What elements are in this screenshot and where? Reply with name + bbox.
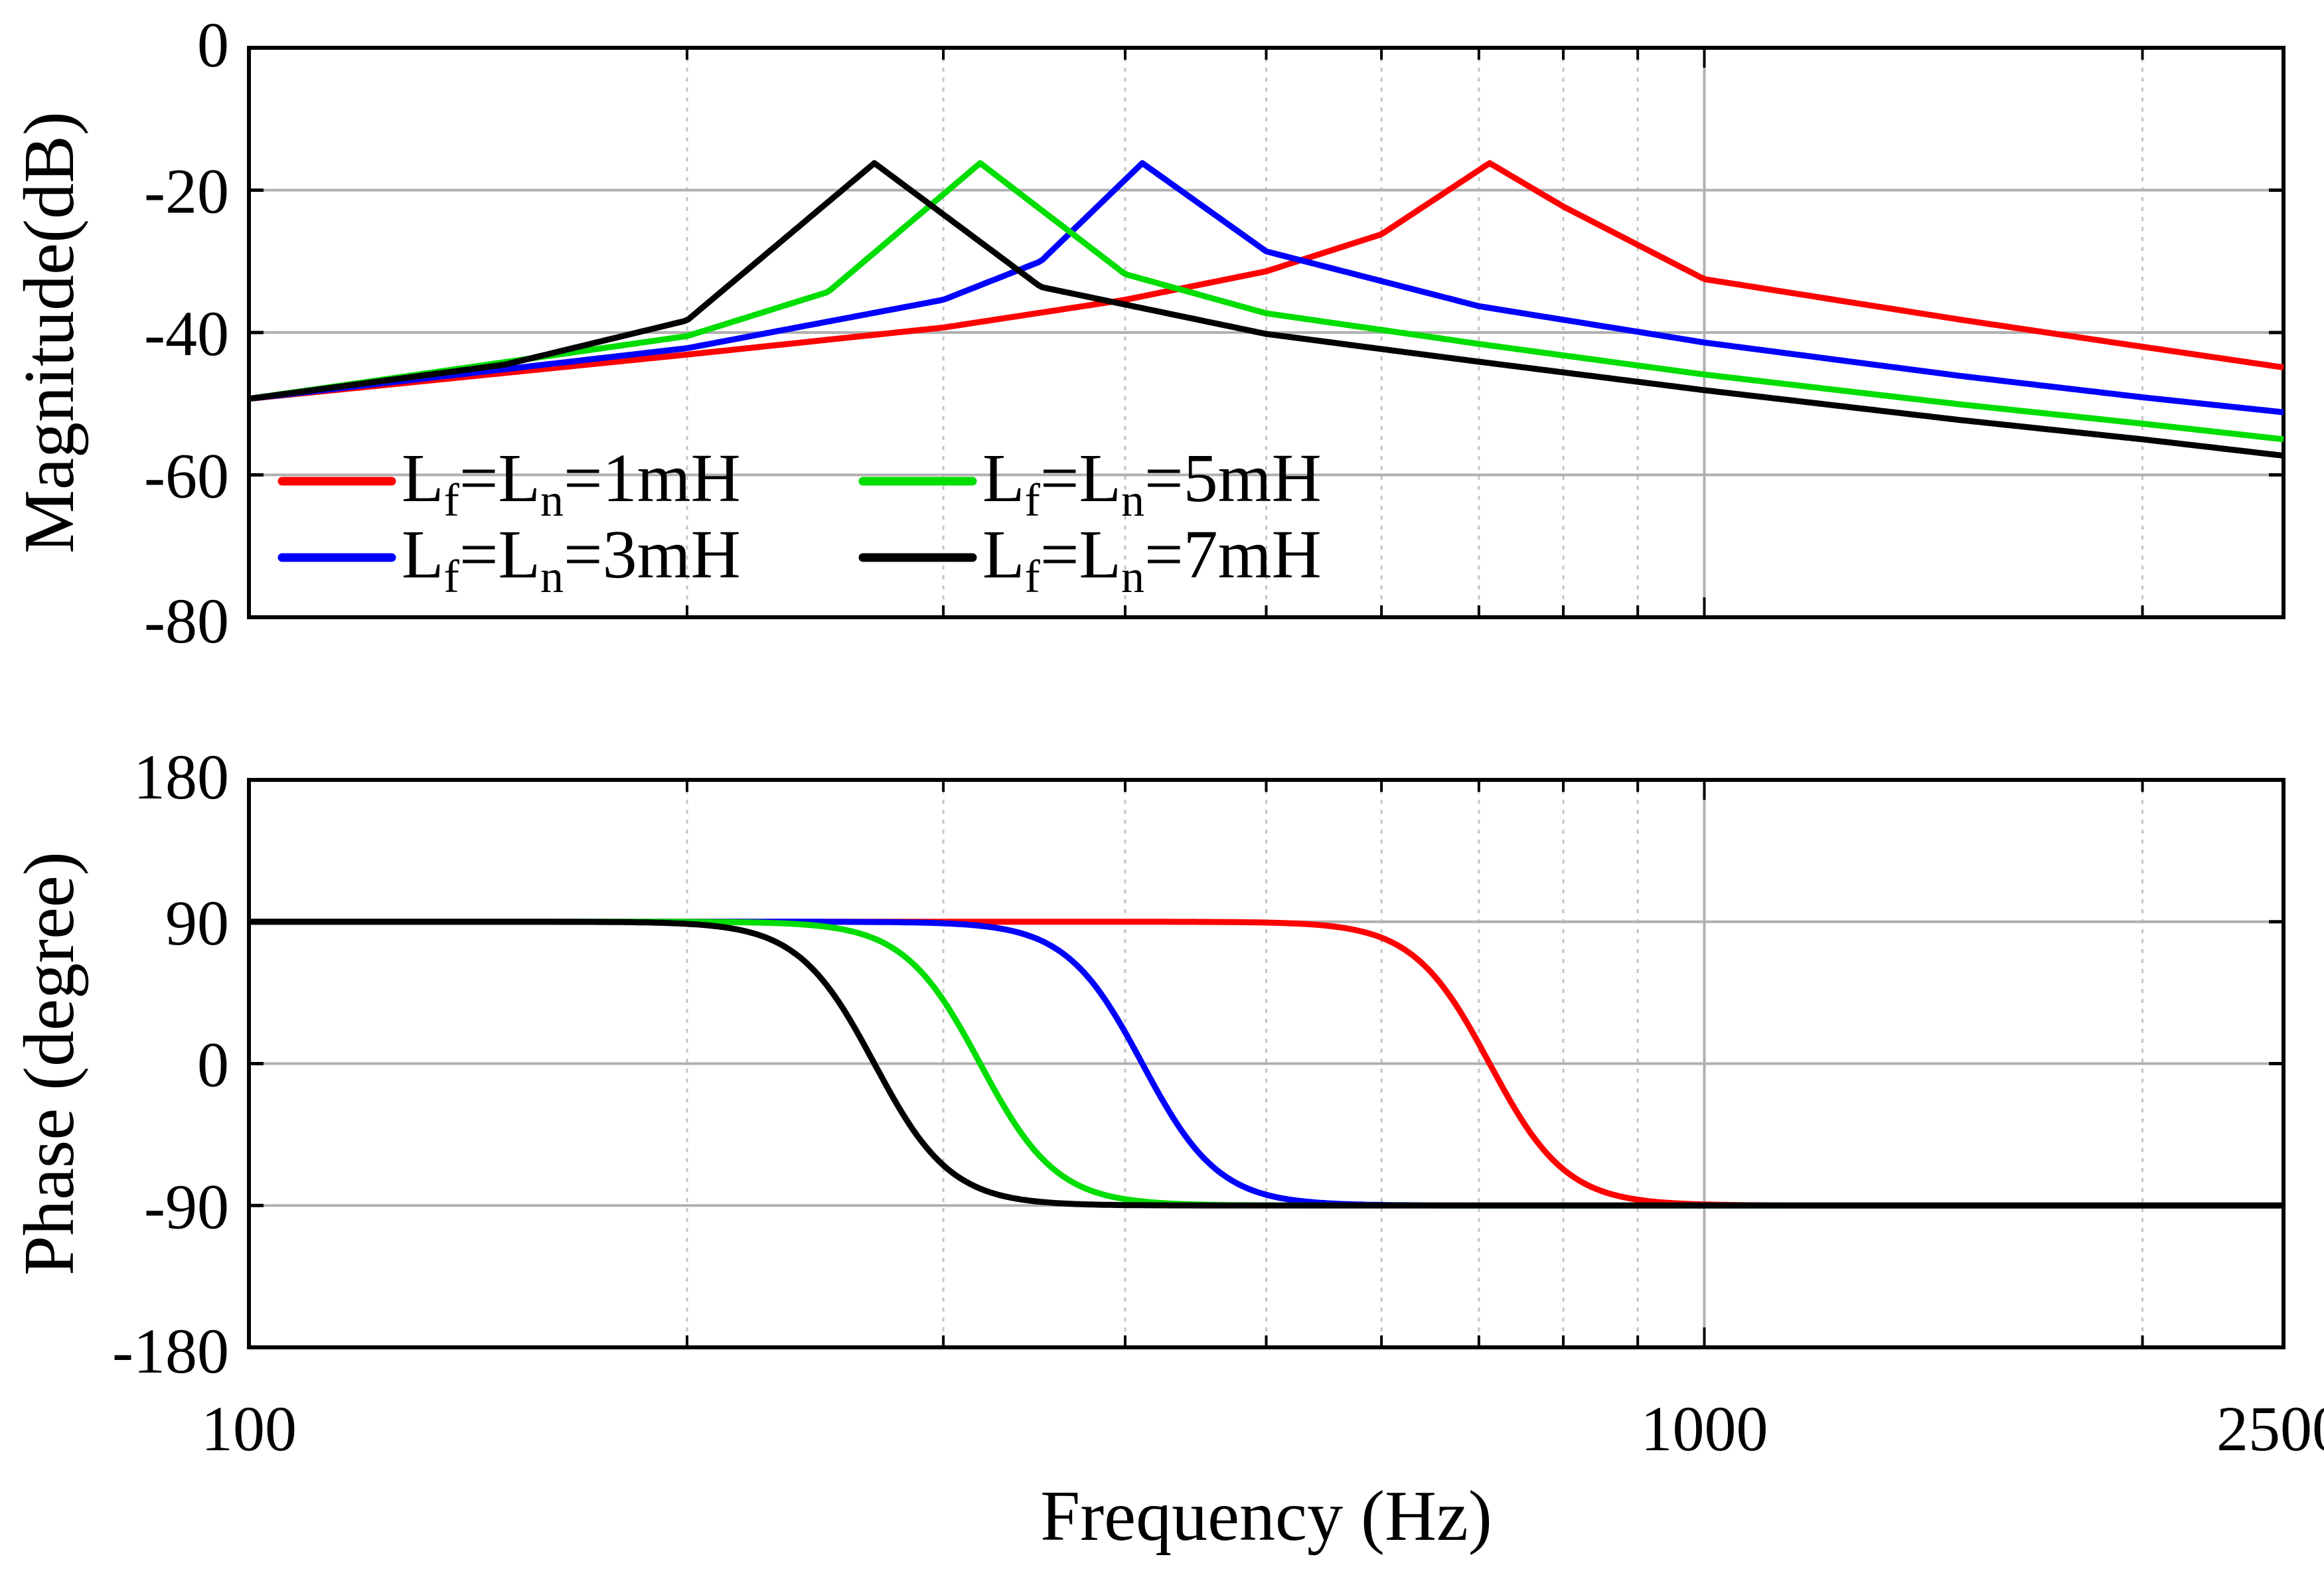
x-tick-label: 1000 xyxy=(1641,1393,1768,1464)
magnitude-y-tick-label: -40 xyxy=(144,298,229,369)
x-axis-title: Frequency (Hz) xyxy=(1040,1477,1492,1556)
magnitude-frame xyxy=(247,46,2285,619)
magnitude-y-axis-title: Magnitude(dB) xyxy=(10,112,89,554)
x-tick-label: 100 xyxy=(201,1393,297,1464)
legend-label: Lf=Ln=7mH xyxy=(982,516,1322,603)
magnitude-series-line xyxy=(248,160,2284,443)
magnitude-series-line xyxy=(248,160,2284,459)
phase-series-line xyxy=(249,919,2284,1209)
phase-frame xyxy=(247,778,2285,1349)
phase-y-tick-label: -180 xyxy=(112,1316,229,1387)
phase-y-tick-label: 180 xyxy=(133,741,229,812)
phase-y-tick-label: 90 xyxy=(165,887,229,958)
magnitude-series-line xyxy=(248,160,2284,415)
phase-y-tick-label: -90 xyxy=(144,1171,229,1242)
legend-label: Lf=Ln=5mH xyxy=(982,440,1322,526)
magnitude-series-line xyxy=(248,160,2284,402)
legend-label: Lf=Ln=3mH xyxy=(402,516,741,603)
magnitude-y-tick-label: -60 xyxy=(144,441,229,512)
magnitude-y-tick-label: 0 xyxy=(197,9,229,80)
magnitude-panel: 0 -20 -40 -60 -80 Magnitude(dB) xyxy=(10,9,2285,656)
legend: Lf=Ln=1mH Lf=Ln=5mH Lf=Ln=3mH Lf=Ln=7mH xyxy=(277,440,1322,603)
phase-panel: 180 90 0 -90 -180 Phase (degree) 100 1000 2500 Fr… xyxy=(10,741,2324,1556)
magnitude-y-tick-label: -80 xyxy=(144,585,229,656)
magnitude-y-tick-label: -20 xyxy=(144,156,229,227)
legend-label: Lf=Ln=1mH xyxy=(402,440,741,526)
x-tick-label: 2500 xyxy=(2216,1393,2324,1464)
phase-y-axis-title: Phase (degree) xyxy=(10,852,89,1276)
phase-y-tick-label: 0 xyxy=(197,1029,229,1100)
